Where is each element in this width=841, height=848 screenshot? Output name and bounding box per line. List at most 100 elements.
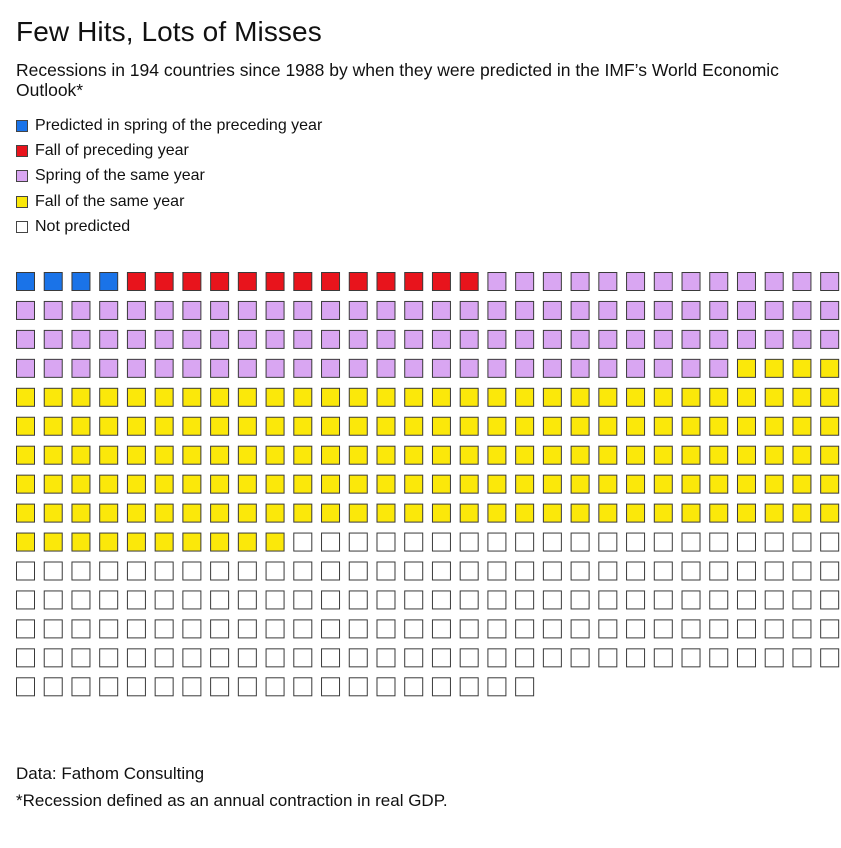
square-fall-same <box>71 416 91 436</box>
square-not-predicted <box>792 619 812 639</box>
square-spring-same <box>487 272 507 291</box>
square-fall-same <box>182 503 202 523</box>
square-fall-same <box>182 445 202 465</box>
square-spring-same <box>515 272 535 291</box>
square-not-predicted <box>820 648 840 668</box>
square-not-predicted <box>237 561 257 581</box>
legend-swatch <box>16 195 28 208</box>
square-fall-same <box>515 445 535 465</box>
square-not-predicted <box>487 561 507 581</box>
square-not-predicted <box>154 619 174 639</box>
square-not-predicted <box>653 590 673 610</box>
square-not-predicted <box>626 648 646 668</box>
square-fall-same <box>487 416 507 436</box>
square-fall-same <box>182 416 202 436</box>
square-fall-same <box>542 503 562 523</box>
square-not-predicted <box>626 590 646 610</box>
square-spring-same <box>736 300 756 320</box>
square-not-predicted <box>376 561 396 581</box>
square-not-predicted <box>487 677 507 697</box>
square-not-predicted <box>792 532 812 552</box>
square-fall-same <box>792 503 812 523</box>
square-not-predicted <box>348 619 368 639</box>
square-fall-same <box>709 474 729 494</box>
square-spring-same <box>16 329 35 349</box>
square-fall-same <box>764 503 784 523</box>
square-spring-same <box>598 272 618 291</box>
legend-item-spring-same: Spring of the same year <box>16 164 322 189</box>
square-not-predicted <box>792 561 812 581</box>
square-fall-preceding <box>431 272 451 291</box>
square-fall-same <box>515 416 535 436</box>
square-spring-same <box>154 329 174 349</box>
square-not-predicted <box>99 590 119 610</box>
square-fall-same <box>820 416 840 436</box>
square-fall-same <box>210 416 230 436</box>
legend-label: Not predicted <box>35 217 131 235</box>
square-fall-same <box>265 445 285 465</box>
square-fall-same <box>210 503 230 523</box>
square-not-predicted <box>598 561 618 581</box>
square-not-predicted <box>515 561 535 581</box>
square-fall-same <box>820 445 840 465</box>
square-not-predicted <box>736 590 756 610</box>
square-spring-same <box>43 358 63 378</box>
square-spring-same <box>653 272 673 291</box>
square-spring-same <box>99 329 119 349</box>
square-fall-same <box>653 387 673 407</box>
square-spring-same <box>459 300 479 320</box>
square-spring-same <box>43 300 63 320</box>
square-spring-same <box>820 272 840 291</box>
square-not-predicted <box>764 590 784 610</box>
square-spring-same <box>820 329 840 349</box>
square-not-predicted <box>820 590 840 610</box>
square-fall-same <box>376 474 396 494</box>
square-not-predicted <box>709 561 729 581</box>
square-fall-same <box>404 387 424 407</box>
square-fall-same <box>626 387 646 407</box>
square-fall-same <box>431 503 451 523</box>
square-fall-same <box>237 532 257 552</box>
square-fall-same <box>71 532 91 552</box>
square-spring-same <box>515 329 535 349</box>
square-spring-same <box>764 329 784 349</box>
square-fall-preceding <box>404 272 424 291</box>
square-not-predicted <box>515 532 535 552</box>
square-spring-same <box>487 329 507 349</box>
square-spring-same <box>542 329 562 349</box>
square-spring-same <box>126 358 146 378</box>
square-not-predicted <box>764 619 784 639</box>
legend-swatch <box>16 220 28 233</box>
square-fall-same <box>515 387 535 407</box>
square-fall-same <box>709 445 729 465</box>
square-fall-same <box>237 387 257 407</box>
square-fall-same <box>293 445 313 465</box>
square-fall-same <box>653 503 673 523</box>
square-spring-same <box>736 272 756 291</box>
square-spring-same <box>404 358 424 378</box>
square-fall-same <box>265 532 285 552</box>
square-fall-same <box>542 474 562 494</box>
square-not-predicted <box>404 677 424 697</box>
square-not-predicted <box>570 619 590 639</box>
square-fall-same <box>792 445 812 465</box>
square-fall-same <box>681 503 701 523</box>
legend-swatch <box>16 144 28 157</box>
square-not-predicted <box>681 648 701 668</box>
square-fall-same <box>210 445 230 465</box>
square-fall-same <box>709 503 729 523</box>
square-fall-same <box>99 532 119 552</box>
square-fall-same <box>626 474 646 494</box>
square-spring-same <box>376 300 396 320</box>
square-not-predicted <box>431 590 451 610</box>
square-not-predicted <box>265 590 285 610</box>
square-spring-same <box>210 329 230 349</box>
square-spring-same <box>265 358 285 378</box>
square-not-predicted <box>154 648 174 668</box>
square-spring-same <box>293 300 313 320</box>
chart-title: Few Hits, Lots of Misses <box>16 16 322 47</box>
square-fall-same <box>570 416 590 436</box>
square-not-predicted <box>16 648 35 668</box>
square-not-predicted <box>681 532 701 552</box>
square-spring-same <box>626 329 646 349</box>
